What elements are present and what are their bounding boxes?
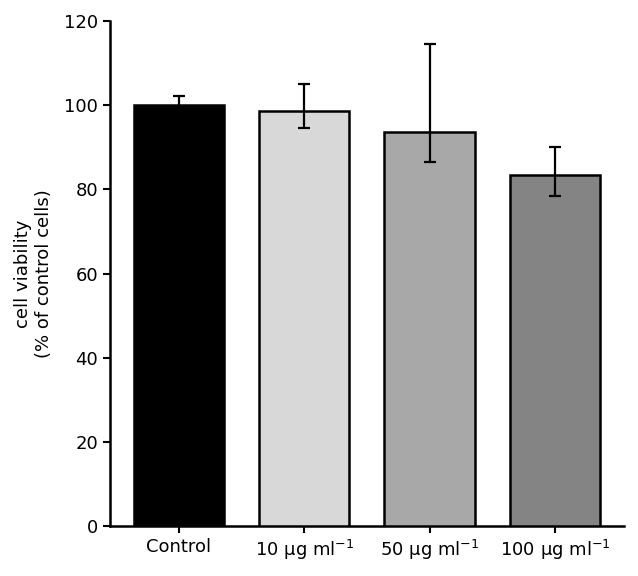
Bar: [385, 132, 475, 526]
Bar: [510, 175, 600, 526]
Y-axis label: cell viability
(% of control cells): cell viability (% of control cells): [14, 189, 53, 358]
Bar: [133, 105, 224, 526]
Bar: [259, 111, 350, 526]
